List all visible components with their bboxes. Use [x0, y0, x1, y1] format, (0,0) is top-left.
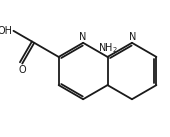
- Text: OH: OH: [0, 26, 12, 36]
- Text: N: N: [79, 32, 86, 42]
- Text: O: O: [18, 65, 26, 75]
- Text: N: N: [129, 32, 136, 42]
- Text: NH$_2$: NH$_2$: [98, 41, 118, 55]
